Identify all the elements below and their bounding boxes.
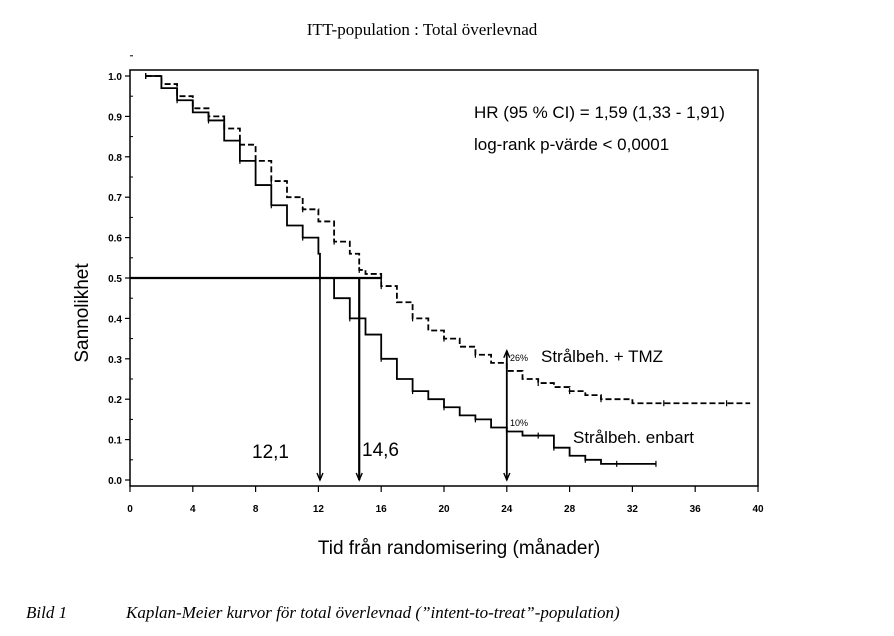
y-tick-label: 0.2 [108, 395, 122, 406]
x-tick-label: 40 [752, 504, 764, 515]
median-arrow-radiation-only [316, 472, 324, 482]
x-axis-title: Tid från randomisering (månader) [318, 538, 600, 559]
median-label-radiation-tmz: 14,6 [362, 440, 399, 461]
y-tick-label: 0.1 [108, 436, 122, 447]
pct-label-rt-24: 10% [510, 418, 528, 428]
y-tick-label: 0.8 [108, 153, 122, 164]
x-tick-label: 32 [627, 504, 639, 515]
series-label-tmz: Strålbeh. + TMZ [541, 347, 663, 366]
x-axis-ticks: 0 4 8 12 16 20 24 28 32 36 40 [127, 486, 764, 515]
survival-curves [145, 73, 751, 467]
y-tick-label: 0.9 [108, 112, 122, 123]
y-tick-label: 1.0 [108, 72, 122, 83]
y-tick-label: 0.0 [108, 476, 122, 487]
y-axis-ticks: 0.0 0.1 0.2 0.3 0.4 0.5 0.6 0.7 0.8 0.9 1.0 [108, 55, 133, 487]
y-tick-label: 0.7 [108, 193, 122, 204]
x-tick-label: 4 [190, 504, 196, 515]
x-tick-label: 20 [438, 504, 450, 515]
series-line-radiation-only [145, 75, 656, 465]
x-tick-label: 8 [253, 504, 259, 515]
caption-text: Kaplan-Meier kurvor för total överlevnad… [126, 603, 620, 622]
x-tick-label: 12 [313, 504, 325, 515]
month-24-arrow-down [503, 472, 511, 482]
page-title: ITT-population : Total överlevnad [306, 20, 538, 39]
series-line-tmz [145, 75, 751, 405]
pct-label-tmz-24: 26% [510, 353, 528, 363]
y-tick-label: 0.5 [108, 274, 122, 285]
caption-number: Bild 1 [26, 603, 68, 622]
y-tick-label: 0.3 [108, 355, 122, 366]
x-tick-label: 0 [127, 504, 133, 515]
y-tick-label: 0.6 [108, 234, 122, 245]
x-tick-label: 36 [690, 504, 702, 515]
median-label-radiation-only: 12,1 [252, 442, 289, 463]
series-label-radiation-only: Strålbeh. enbart [573, 428, 694, 447]
x-tick-label: 16 [376, 504, 388, 515]
month-24-arrow-up [503, 348, 511, 358]
logrank-annotation: log-rank p-värde < 0,0001 [474, 135, 669, 154]
x-tick-label: 28 [564, 504, 576, 515]
x-tick-label: 24 [501, 504, 513, 515]
y-tick-label: 0.4 [108, 314, 122, 325]
y-axis-title: Sannolikhet [72, 263, 93, 363]
median-arrow-radiation-tmz [355, 472, 363, 482]
reference-lines [130, 274, 511, 482]
km-chart: 0.0 0.1 0.2 0.3 0.4 0.5 0.6 0.7 0.8 0.9 1.0 0 4 8 12 1… [72, 55, 764, 559]
hr-annotation: HR (95 % CI) = 1,59 (1,33 - 1,91) [474, 103, 725, 122]
